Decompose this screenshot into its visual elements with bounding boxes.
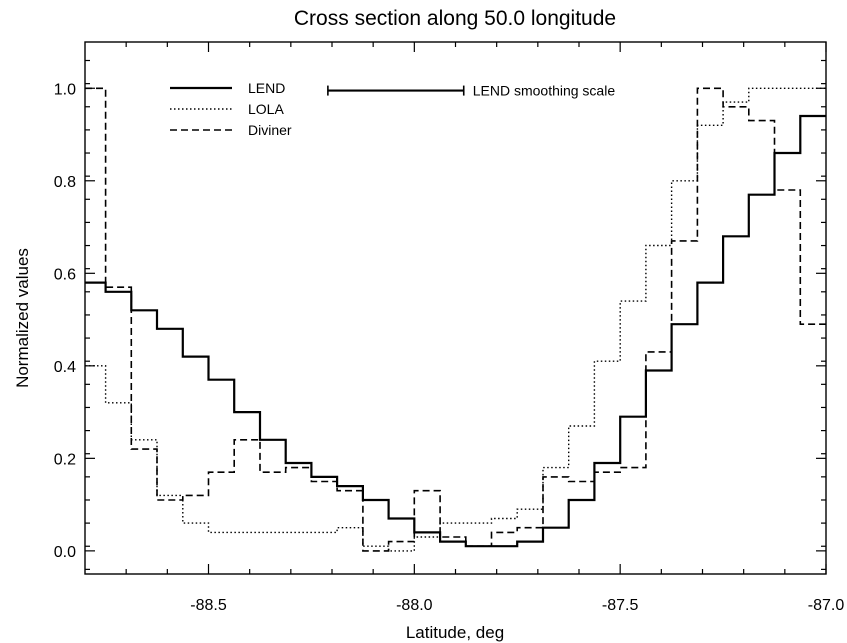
series-line-lend	[85, 114, 826, 548]
plot-area	[84, 41, 827, 575]
y-tick-label: 0.2	[54, 451, 76, 468]
y-tick-label: 0.0	[54, 544, 76, 561]
series-layer	[85, 87, 826, 552]
x-tick-label: -88.5	[190, 597, 227, 614]
smoothing-scale-label: LEND smoothing scale	[473, 83, 616, 99]
x-tick-label: -87.0	[808, 597, 845, 614]
legend-label-diviner: Diviner	[248, 122, 292, 138]
y-tick-label: 0.8	[54, 174, 76, 191]
legend: LEND LOLA Diviner	[170, 80, 292, 138]
legend-label-lend: LEND	[248, 80, 285, 96]
x-tick-label: -87.5	[602, 597, 639, 614]
chart-title: Cross section along 50.0 longitude	[294, 7, 616, 30]
smoothing-scale-annotation: LEND smoothing scale	[327, 83, 616, 99]
series-line-lola	[85, 87, 826, 552]
legend-label-lola: LOLA	[248, 101, 284, 117]
x-axis-label: Latitude, deg	[406, 623, 504, 642]
y-tick-label: 0.4	[54, 359, 76, 376]
axis-ticks: -88.5 -88.0 -87.5 -87.0 0.0 0.2 0.4 0.6 0.8 1.0	[54, 42, 845, 614]
y-tick-label: 1.0	[54, 81, 76, 98]
x-tick-label: -88.0	[396, 597, 433, 614]
y-axis-label: Normalized values	[13, 248, 32, 388]
series-line-diviner	[85, 87, 826, 552]
plot-frame	[84, 41, 827, 575]
y-tick-label: 0.6	[54, 266, 76, 283]
